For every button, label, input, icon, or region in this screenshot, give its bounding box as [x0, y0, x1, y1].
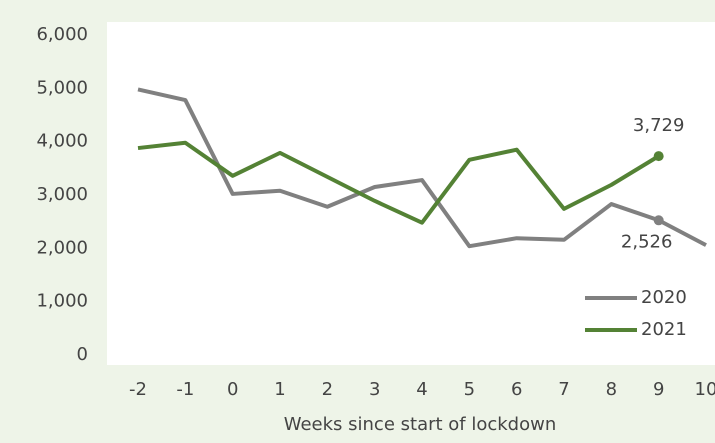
x-tick-label: -1 [176, 379, 194, 400]
y-tick-label: 2,000 [36, 237, 88, 258]
x-tick-label: 1 [274, 379, 285, 400]
data-point [653, 215, 664, 226]
y-tick-label: 0 [77, 344, 88, 365]
x-tick-label: -2 [129, 379, 147, 400]
x-tick-label: 6 [511, 379, 522, 400]
series-line [137, 140, 660, 225]
legend-label: 2020 [641, 287, 687, 308]
x-tick-label: 3 [369, 379, 380, 400]
y-tick-label: 5,000 [36, 77, 88, 98]
data-label: 3,729 [633, 115, 685, 136]
x-tick-label: 2 [322, 379, 333, 400]
plot-area [107, 22, 715, 365]
y-tick-label: 3,000 [36, 184, 88, 205]
data-label: 2,526 [621, 231, 673, 252]
x-axis-label: Weeks since start of lockdown [284, 414, 557, 435]
x-tick-label: 4 [416, 379, 427, 400]
x-tick-label: 9 [653, 379, 664, 400]
legend-label: 2021 [641, 319, 687, 340]
series-line [137, 87, 707, 249]
y-tick-label: 1,000 [36, 291, 88, 312]
y-tick-label: 4,000 [36, 131, 88, 152]
x-tick-label: 5 [464, 379, 475, 400]
x-tick-label: 10 [695, 379, 715, 400]
data-point [653, 151, 664, 162]
x-tick-label: 7 [558, 379, 569, 400]
y-tick-label: 6,000 [36, 24, 88, 45]
x-tick-label: 0 [227, 379, 238, 400]
x-tick-label: 8 [606, 379, 617, 400]
